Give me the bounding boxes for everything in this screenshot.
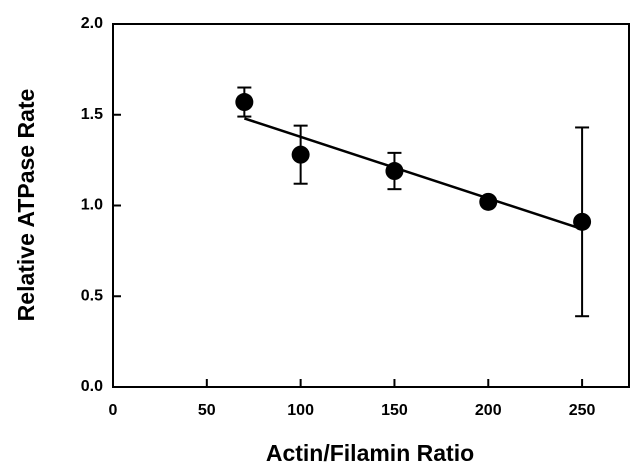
- x-tick-label: 100: [287, 402, 314, 419]
- y-tick-label: 2.0: [81, 15, 103, 32]
- x-tick-label: 200: [475, 402, 502, 419]
- x-axis-label: Actin/Filamin Ratio: [266, 440, 474, 466]
- y-axis-label: Relative ATPase Rate: [13, 89, 39, 322]
- data-point: [573, 212, 592, 231]
- x-tick-label: 250: [569, 402, 596, 419]
- data-point: [291, 145, 310, 164]
- y-tick-label: 1.0: [81, 197, 103, 214]
- plot-frame: [112, 23, 630, 388]
- data-point: [235, 93, 254, 112]
- data-point: [385, 162, 404, 181]
- x-tick-label: 50: [198, 402, 216, 419]
- data-point: [479, 192, 498, 211]
- y-tick-label: 1.5: [81, 106, 103, 123]
- y-tick-label: 0.5: [81, 287, 103, 304]
- x-tick-label: 0: [109, 402, 118, 419]
- x-tick-label: 150: [381, 402, 408, 419]
- fit-line: [243, 117, 583, 231]
- y-tick-label: 0.0: [81, 378, 103, 395]
